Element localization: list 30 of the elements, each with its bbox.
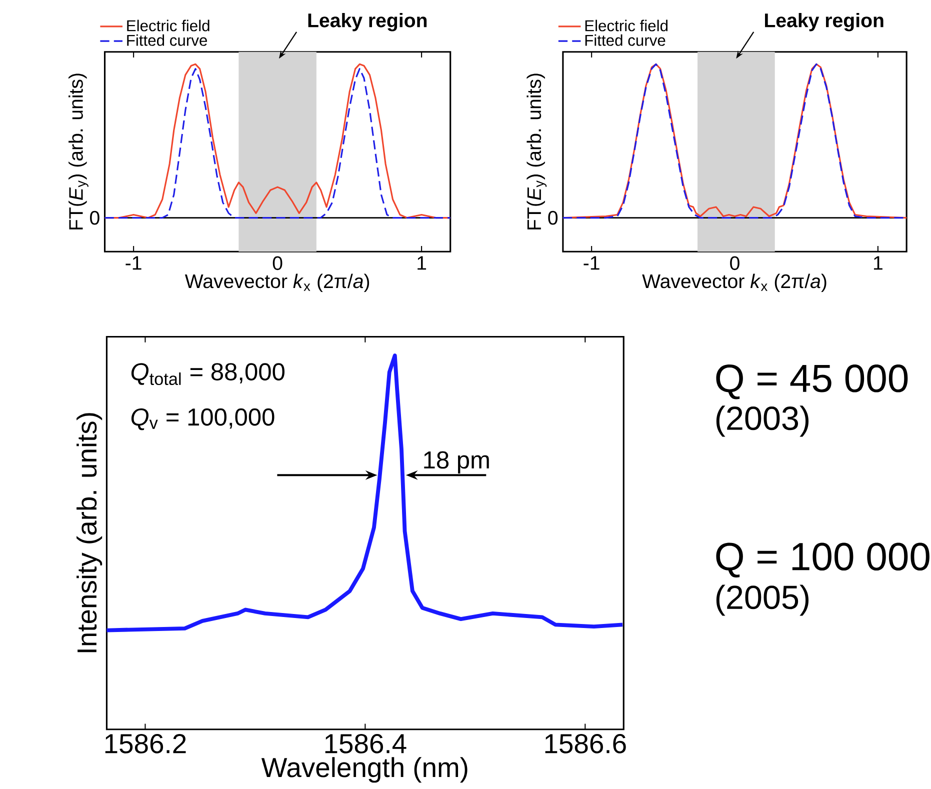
annotation: Q$_{total}$ = 88,000 xyxy=(131,363,284,386)
text: (2005) xyxy=(716,584,808,616)
x-axis-title: Wavelength (nm) xyxy=(261,757,468,783)
x-tick-label: 1 xyxy=(874,256,882,270)
text: Q = 45 000 xyxy=(716,364,908,400)
text: Q = 100 000 xyxy=(716,542,930,578)
x-tick-label: -1 xyxy=(584,256,600,270)
y-axis-title: Intensity (arb. units) xyxy=(76,413,102,652)
x-tick-label: 0 xyxy=(272,256,282,270)
y-axis-title: FT(E$_{y}$) (arb. units) xyxy=(526,74,547,230)
band-label: Leaky region xyxy=(308,12,427,32)
legend-label: Electric field xyxy=(585,20,668,32)
legend-label: Electric field xyxy=(127,20,210,32)
x-axis-title: Wavevector k$_{x}$ (2π/a) xyxy=(184,274,370,292)
x-tick-label: 1586.4 xyxy=(325,734,406,754)
ref-line-label: 0 xyxy=(548,210,558,225)
band-label: Leaky region xyxy=(765,12,884,32)
x-tick-label: 1 xyxy=(418,256,426,270)
text: (2003) xyxy=(716,406,808,437)
annotation: Q$_{v}$ = 100,000 xyxy=(131,408,274,430)
ref-line-label: 0 xyxy=(90,210,100,225)
annotation: 18 pm xyxy=(424,451,489,474)
x-tick-label: -1 xyxy=(126,256,142,270)
x-axis-title: Wavevector k$_{x}$ (2π/a) xyxy=(642,274,826,292)
legend-label: Fitted curve xyxy=(585,34,666,46)
x-tick-label: 1586.2 xyxy=(105,734,186,754)
x-tick-label: 0 xyxy=(730,256,740,270)
legend-label: Fitted curve xyxy=(127,34,207,46)
y-axis-title: FT(E$_{y}$) (arb. units) xyxy=(68,74,88,230)
x-tick-label: 1586.6 xyxy=(545,734,626,754)
